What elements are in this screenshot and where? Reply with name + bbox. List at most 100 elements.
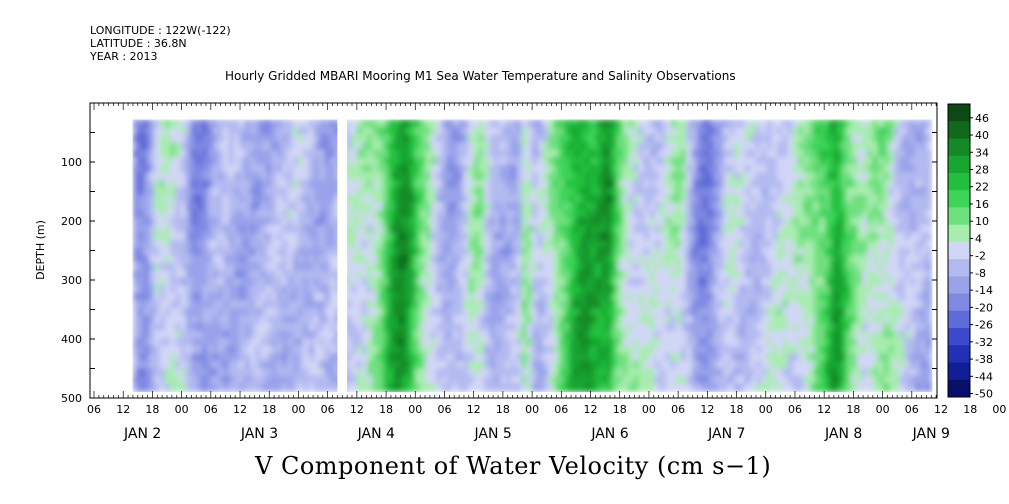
heat-cell	[431, 127, 438, 136]
heat-cell	[718, 194, 725, 204]
heat-cell	[276, 368, 283, 377]
heat-cell	[431, 210, 438, 219]
heat-cell	[282, 247, 289, 257]
heat-cell	[287, 300, 294, 309]
heat-cell	[292, 187, 299, 196]
heat-cell	[606, 323, 613, 332]
heat-cell	[665, 164, 672, 174]
heat-cell	[399, 225, 406, 234]
heat-cell	[867, 157, 874, 166]
heat-cell	[324, 255, 331, 264]
heat-cell	[244, 375, 251, 385]
heat-cell	[766, 240, 773, 249]
heat-cell	[601, 179, 608, 189]
heat-cell	[404, 315, 411, 324]
heat-cell	[675, 338, 683, 347]
heat-cell	[739, 164, 746, 174]
heat-cell	[553, 217, 560, 226]
heat-cell	[537, 157, 544, 166]
heat-cell	[255, 149, 262, 159]
heat-cell	[670, 172, 677, 181]
heat-cell	[319, 187, 326, 196]
heat-cell	[399, 255, 406, 264]
heat-cell	[617, 179, 624, 189]
heat-cell	[670, 225, 677, 234]
heat-cell	[250, 179, 257, 189]
heat-cell	[697, 210, 704, 219]
heat-cell	[558, 300, 565, 309]
heat-cell	[377, 345, 385, 355]
heat-cell	[633, 142, 640, 151]
heat-cell	[654, 323, 661, 332]
heat-cell	[553, 338, 560, 347]
heat-cell	[436, 270, 443, 279]
heat-cell	[425, 232, 432, 242]
heat-cell	[867, 285, 874, 294]
heat-cell	[686, 142, 693, 151]
heat-cell	[686, 338, 693, 347]
heat-cell	[824, 172, 832, 181]
heat-cell	[132, 217, 140, 226]
heat-cell	[239, 345, 246, 355]
heat-cell	[553, 360, 560, 370]
heat-cell	[596, 383, 603, 392]
heat-cell	[393, 255, 400, 264]
heat-cell	[713, 142, 720, 151]
heat-cell	[266, 164, 273, 174]
heat-cell	[537, 142, 544, 151]
heat-cell	[856, 149, 864, 159]
heat-cell	[228, 194, 235, 204]
heat-cell	[345, 179, 353, 189]
heat-cell	[617, 345, 624, 355]
heat-cell	[446, 142, 454, 151]
heat-cell	[356, 383, 363, 392]
heat-cell	[713, 345, 720, 355]
heat-cell	[154, 255, 161, 264]
heat-cell	[276, 172, 283, 181]
heat-cell	[154, 277, 161, 287]
heat-cell	[377, 232, 385, 242]
heat-cell	[202, 270, 209, 279]
heat-cell	[627, 353, 635, 362]
heat-cell	[611, 375, 619, 385]
heat-cell	[867, 270, 874, 279]
heat-cell	[553, 187, 560, 196]
heat-cell	[329, 202, 337, 211]
heat-cell	[489, 345, 496, 355]
heat-cell	[223, 338, 230, 347]
heat-cell	[734, 202, 741, 211]
heat-cell	[436, 285, 443, 294]
heat-cell	[175, 127, 182, 136]
heat-cell	[569, 255, 576, 264]
heat-cell	[260, 157, 267, 166]
heat-cell	[548, 292, 555, 302]
heat-cell	[260, 179, 267, 189]
heat-cell	[500, 164, 507, 174]
heat-cell	[808, 247, 816, 257]
heat-cell	[367, 270, 374, 279]
heat-cell	[516, 232, 523, 242]
heat-cell	[313, 119, 321, 128]
heat-cell	[313, 353, 321, 362]
heat-cell	[132, 308, 140, 317]
heat-cell	[585, 127, 592, 136]
heat-cell	[617, 285, 624, 294]
heat-cell	[526, 119, 534, 128]
heat-cell	[260, 338, 267, 347]
heat-cell	[383, 360, 390, 370]
heat-cell	[420, 345, 427, 355]
heat-cell	[148, 134, 156, 144]
heat-cell	[473, 194, 480, 204]
heat-cell	[356, 338, 363, 347]
heat-cell	[297, 225, 305, 234]
heat-cell	[239, 225, 246, 234]
heat-cell	[313, 330, 321, 340]
heat-cell	[782, 353, 789, 362]
heat-cell	[260, 194, 267, 204]
heat-cell	[180, 187, 188, 196]
heat-cell	[558, 127, 565, 136]
heat-cell	[244, 225, 251, 234]
heat-cell	[782, 285, 789, 294]
heat-cell	[180, 179, 188, 189]
heat-cell	[574, 338, 581, 347]
